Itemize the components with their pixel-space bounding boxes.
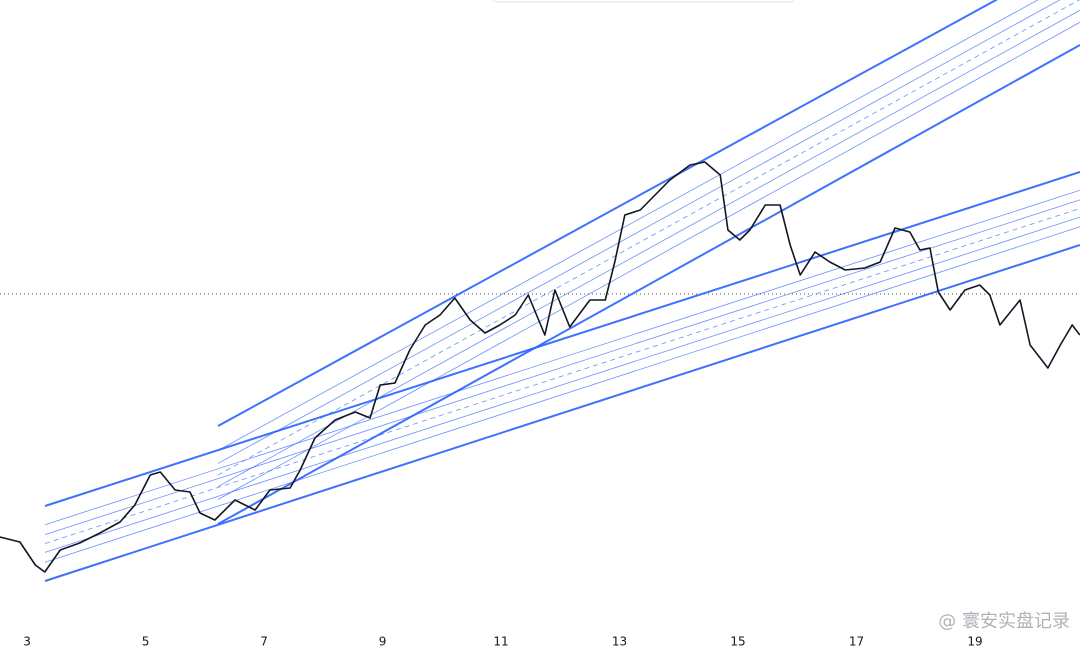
x-tick-label: 13 — [612, 635, 627, 647]
toolbar-stub[interactable] — [492, 0, 794, 3]
x-tick-label: 9 — [379, 635, 387, 647]
channel-line — [44, 171, 1080, 507]
price-line-series — [0, 161, 1080, 573]
channel-line — [44, 244, 1080, 582]
x-tick-label: 15 — [730, 635, 745, 647]
x-tick-label: 5 — [142, 635, 150, 647]
channel-line — [44, 216, 1080, 553]
channel-line — [217, 0, 1061, 464]
x-tick-label: 19 — [967, 635, 982, 647]
x-tick-label: 11 — [493, 635, 508, 647]
channel-line — [44, 226, 1080, 563]
channel-line — [217, 0, 999, 427]
channel-line — [217, 9, 1080, 487]
x-tick-label: 7 — [260, 635, 268, 647]
x-tick-label: 3 — [23, 635, 31, 647]
channels — [44, 0, 1080, 582]
channel-line — [217, 21, 1080, 500]
x-tick-label: 17 — [849, 635, 864, 647]
channel-line — [217, 0, 1039, 451]
channel-line — [44, 189, 1080, 526]
channel-line — [44, 199, 1080, 536]
channel-line — [217, 0, 1080, 476]
channel-line — [217, 44, 1080, 525]
watermark: @ 寰安实盘记录 — [938, 611, 1070, 632]
channel-line — [44, 208, 1080, 544]
